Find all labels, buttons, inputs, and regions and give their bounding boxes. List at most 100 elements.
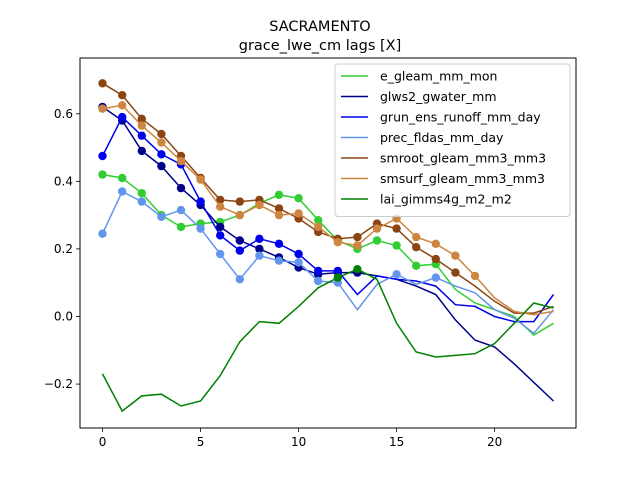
series-layer: [98, 79, 555, 413]
data-point: [392, 224, 401, 233]
data-point: [216, 231, 225, 240]
legend: e_gleam_mm_mon glws2_gwater_mm grun_ens_ru…: [334, 63, 571, 217]
y-tick-label: 0.2: [54, 242, 73, 256]
data-point: [431, 254, 440, 264]
legend-label: smroot_gleam_mm3_mm3: [380, 151, 546, 166]
data-point: [98, 229, 107, 238]
data-point: [216, 249, 225, 259]
data-point: [255, 244, 264, 254]
y-tick-label: 0.0: [54, 309, 73, 323]
data-point: [470, 271, 480, 281]
legend-label: e_gleam_mm_mon: [380, 69, 497, 84]
data-point: [157, 212, 166, 221]
data-point: [314, 266, 323, 276]
data-point: [451, 268, 460, 277]
data-point: [333, 238, 342, 247]
legend-label: lai_gimms4g_m2_m2: [380, 192, 512, 207]
y-tick-label: 0.6: [54, 107, 73, 121]
legend-label: grun_ens_runoff_mm_day: [380, 110, 541, 125]
data-point: [333, 273, 342, 282]
data-point: [412, 261, 421, 270]
data-point: [235, 246, 244, 255]
data-point: [137, 114, 146, 124]
data-point: [118, 173, 127, 183]
series-line-smsurf_gleam_mm3_mm3: [102, 104, 554, 316]
data-point: [412, 243, 421, 252]
legend-box: [334, 63, 571, 217]
x-tick-label: 0: [99, 435, 107, 449]
data-point: [157, 161, 166, 171]
data-point: [372, 236, 382, 245]
chart-subtitle: grace_lwe_cm lags [X]: [239, 38, 402, 54]
x-tick-label: 20: [487, 435, 502, 449]
data-point: [118, 91, 127, 100]
data-point: [235, 236, 244, 245]
data-point: [274, 190, 284, 199]
data-point: [235, 210, 244, 220]
data-point: [98, 79, 107, 88]
data-point: [176, 205, 186, 215]
series-line-lai_gimms4g_m2_m2: [101, 268, 554, 413]
data-point: [314, 222, 323, 232]
data-point: [274, 239, 284, 248]
data-point: [196, 175, 205, 184]
data-point: [196, 224, 205, 233]
data-point: [176, 222, 186, 232]
data-point: [118, 187, 127, 196]
data-point: [353, 232, 362, 242]
data-point: [216, 195, 225, 205]
data-point: [118, 101, 127, 110]
data-point: [412, 232, 421, 242]
data-point: [294, 249, 303, 259]
legend-label: smsurf_gleam_mm3_mm3: [380, 171, 545, 186]
data-point: [333, 266, 342, 276]
data-point: [118, 112, 127, 122]
data-point: [157, 138, 166, 147]
x-tick-label: 15: [389, 435, 404, 449]
data-point: [274, 210, 284, 220]
data-point: [255, 200, 264, 210]
y-tick-label: 0.4: [54, 174, 73, 188]
data-point: [137, 131, 146, 140]
data-point: [314, 216, 323, 225]
data-point: [392, 241, 401, 250]
data-point: [431, 239, 440, 248]
data-point: [353, 241, 362, 250]
data-point: [216, 222, 225, 232]
data-point: [157, 129, 166, 139]
data-point: [235, 197, 244, 206]
x-tick-label: 10: [291, 435, 306, 449]
data-point: [98, 104, 107, 113]
data-point: [353, 265, 362, 274]
data-point: [372, 224, 382, 233]
data-point: [274, 256, 284, 265]
data-point: [176, 183, 186, 193]
legend-label: glws2_gwater_mm: [380, 89, 497, 104]
data-point: [235, 275, 244, 284]
data-point: [294, 209, 303, 218]
y-tick-label: −0.2: [44, 377, 73, 391]
chart-title: SACRAMENTO: [269, 19, 370, 35]
data-point: [451, 251, 460, 260]
plot-frame: [79, 57, 577, 429]
axes-layer: 0 5 10 15 20 −0.2 0.0 0.2 0.4 0.6: [44, 107, 502, 449]
legend-label: prec_fldas_mm_day: [380, 130, 504, 145]
data-point: [137, 189, 146, 198]
x-tick-label: 5: [197, 435, 205, 449]
data-point: [137, 197, 146, 206]
data-point: [176, 156, 186, 166]
data-point: [255, 234, 264, 243]
data-point: [274, 204, 284, 213]
data-point: [137, 146, 146, 156]
data-point: [196, 197, 205, 206]
series-line-glws2_gwater_mm: [102, 106, 555, 402]
data-point: [294, 194, 303, 203]
data-point: [157, 150, 166, 159]
data-point: [314, 276, 323, 286]
data-point: [255, 251, 264, 260]
data-point: [98, 151, 107, 161]
data-point: [294, 258, 303, 267]
data-point: [137, 121, 146, 130]
